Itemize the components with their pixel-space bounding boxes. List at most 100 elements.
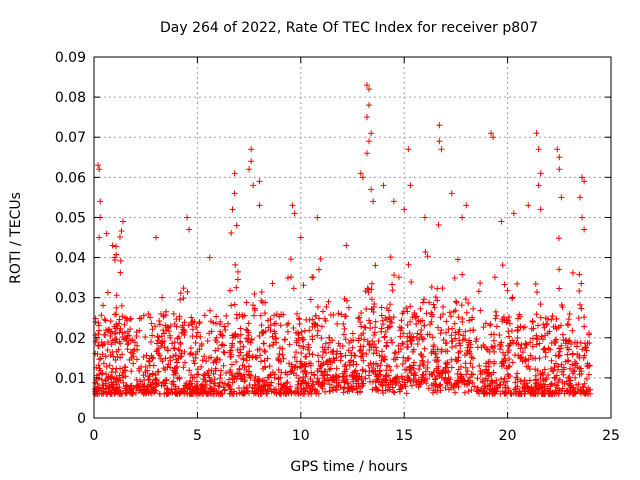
data-point <box>560 364 567 371</box>
data-point <box>194 366 201 373</box>
data-point <box>293 339 300 346</box>
data-point <box>426 331 433 338</box>
data-point <box>464 344 471 351</box>
data-point <box>585 330 592 337</box>
data-point <box>480 324 487 331</box>
data-point <box>506 363 513 370</box>
data-point <box>271 312 278 319</box>
data-point <box>285 387 292 394</box>
data-point <box>223 312 230 319</box>
data-point <box>500 359 507 366</box>
data-point <box>373 347 380 354</box>
data-point <box>319 308 326 315</box>
data-point <box>446 309 453 316</box>
data-point <box>491 388 498 395</box>
data-point <box>434 346 441 353</box>
data-point <box>379 382 386 389</box>
data-point <box>322 350 329 357</box>
data-point <box>99 370 106 377</box>
data-point <box>245 320 252 327</box>
data-point <box>265 324 272 331</box>
data-point <box>332 386 339 393</box>
data-point <box>306 327 313 334</box>
data-point <box>321 346 328 353</box>
data-point <box>439 285 446 292</box>
data-point <box>258 289 265 296</box>
data-point <box>269 341 276 348</box>
data-point <box>587 386 594 393</box>
data-point <box>363 114 370 121</box>
data-point <box>170 345 177 352</box>
data-point <box>322 368 329 375</box>
data-point <box>315 380 322 387</box>
data-point <box>462 328 469 335</box>
data-point <box>508 390 515 397</box>
data-point <box>172 370 179 377</box>
data-point <box>116 233 123 240</box>
data-point <box>436 138 443 145</box>
data-point <box>349 330 356 337</box>
data-point <box>155 337 162 344</box>
data-point <box>448 344 455 351</box>
data-point <box>177 339 184 346</box>
data-point <box>432 294 439 301</box>
data-point <box>154 368 161 375</box>
data-point <box>276 351 283 358</box>
data-point <box>280 355 287 362</box>
data-point <box>440 303 447 310</box>
data-point <box>258 329 265 336</box>
data-point <box>244 352 251 359</box>
data-point <box>516 311 523 318</box>
data-point <box>465 300 472 307</box>
data-point <box>575 381 582 388</box>
data-point <box>221 386 228 393</box>
data-point <box>179 324 186 331</box>
x-tick-label: 25 <box>602 428 620 444</box>
data-point <box>577 386 584 393</box>
data-point <box>336 373 343 380</box>
data-point <box>128 337 135 344</box>
data-point <box>110 353 117 360</box>
data-point <box>512 379 519 386</box>
data-point <box>337 350 344 357</box>
data-point <box>490 337 497 344</box>
data-point <box>277 322 284 329</box>
data-point <box>553 382 560 389</box>
data-point <box>234 370 241 377</box>
data-point <box>434 372 441 379</box>
data-point <box>575 314 582 321</box>
data-point <box>506 314 513 321</box>
data-point <box>177 296 184 303</box>
data-point <box>445 369 452 376</box>
data-point <box>482 382 489 389</box>
data-point <box>294 310 301 317</box>
data-point <box>533 379 540 386</box>
data-point <box>342 313 349 320</box>
data-point <box>462 296 469 303</box>
data-point <box>414 330 421 337</box>
data-point <box>177 290 184 297</box>
data-point <box>514 370 521 377</box>
data-point <box>573 360 580 367</box>
data-point <box>564 351 571 358</box>
data-point <box>526 366 533 373</box>
data-point <box>247 375 254 382</box>
data-point <box>259 299 266 306</box>
data-point <box>208 354 215 361</box>
data-point <box>235 332 242 339</box>
data-point <box>99 342 106 349</box>
data-point <box>117 340 124 347</box>
data-point <box>564 358 571 365</box>
data-point <box>303 383 310 390</box>
data-point <box>571 388 578 395</box>
data-point <box>567 377 574 384</box>
data-point <box>558 368 565 375</box>
data-point <box>407 182 414 189</box>
data-point <box>342 361 349 368</box>
data-point <box>512 386 519 393</box>
data-point <box>212 336 219 343</box>
data-point <box>349 344 356 351</box>
data-point <box>188 390 195 397</box>
data-point <box>383 367 390 374</box>
data-point <box>413 321 420 327</box>
